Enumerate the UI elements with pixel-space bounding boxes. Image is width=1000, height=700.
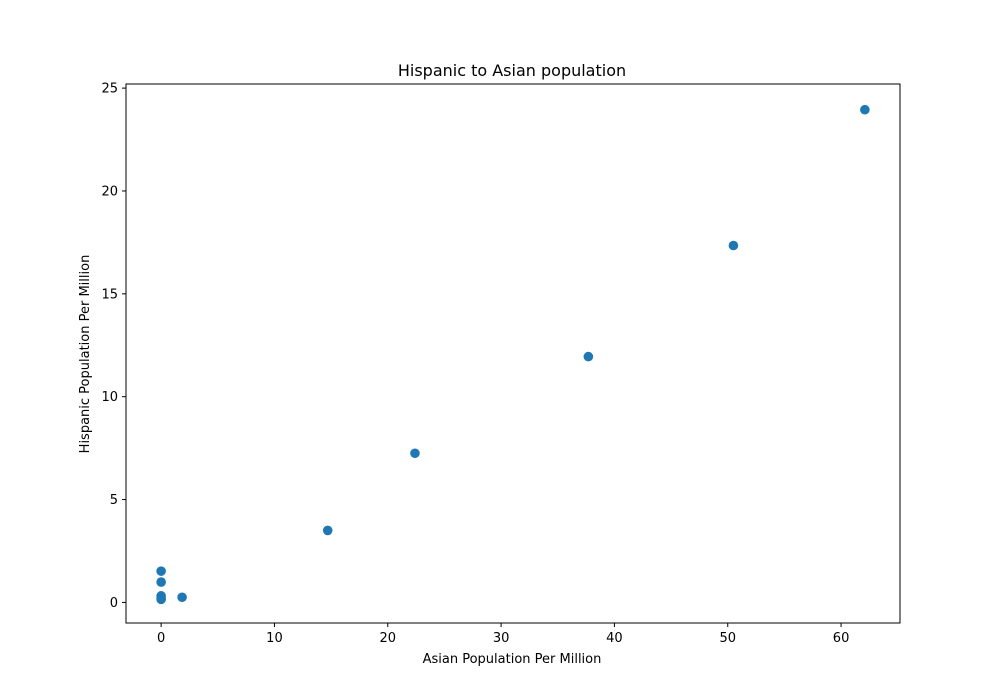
- plot-area: [125, 83, 901, 624]
- y-tick-label: 0: [110, 596, 118, 611]
- x-tick-label: 60: [833, 631, 850, 646]
- chart-title: Hispanic to Asian population: [398, 61, 626, 80]
- x-tick-label: 0: [157, 631, 165, 646]
- x-tick-label: 10: [266, 631, 283, 646]
- data-point: [728, 240, 739, 251]
- y-tick-label: 20: [101, 184, 118, 199]
- data-point: [322, 525, 333, 536]
- y-tick-label: 10: [101, 390, 118, 405]
- y-axis-ticks: 0 5 10 15 20 25: [101, 82, 126, 611]
- x-tick-label: 50: [719, 631, 736, 646]
- data-point: [177, 592, 187, 603]
- plot-frame: [125, 83, 901, 624]
- y-tick-label: 15: [101, 287, 118, 302]
- y-tick-label: 5: [110, 493, 118, 508]
- x-axis-ticks: 0 10 20 30 40 50 60: [157, 623, 849, 646]
- y-tick-label: 25: [101, 82, 118, 97]
- x-tick-label: 40: [606, 631, 623, 646]
- y-axis-label: Hispanic Population Per Million: [78, 255, 93, 454]
- x-axis-label: Asian Population Per Million: [423, 652, 602, 667]
- x-tick-label: 20: [380, 631, 397, 646]
- data-point: [156, 594, 166, 605]
- data-point: [410, 448, 420, 459]
- x-tick-label: 30: [493, 631, 510, 646]
- data-point: [156, 566, 166, 576]
- data-points: [156, 104, 870, 605]
- data-point: [583, 351, 594, 362]
- data-point: [156, 577, 166, 587]
- data-point: [860, 104, 870, 115]
